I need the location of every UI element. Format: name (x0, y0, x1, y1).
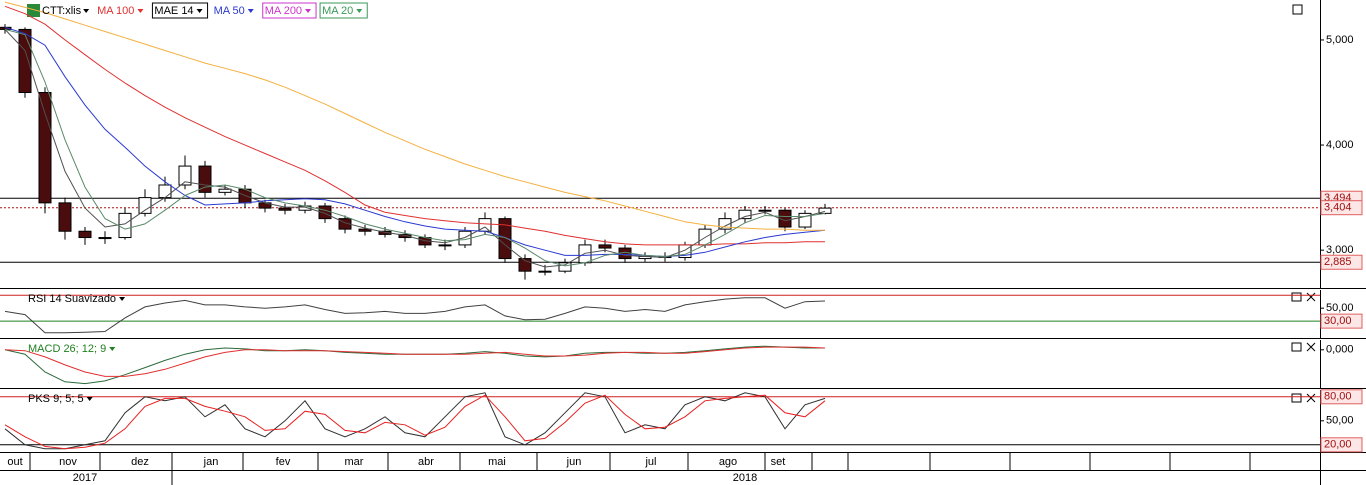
dropdown-arrow (137, 9, 144, 13)
panel-icons (1291, 292, 1316, 403)
maximize-icon[interactable] (1291, 342, 1302, 352)
candle-body (138, 197, 152, 214)
x-tick-label: out (7, 456, 22, 468)
x-tick-label: jun (566, 456, 582, 468)
x-tick-label: fev (276, 456, 291, 468)
x-tick-label: dez (131, 456, 149, 468)
indicator-line (4, 346, 826, 377)
indicator-title: RSI 14 Suavizado (28, 293, 116, 305)
candle-body (58, 202, 72, 232)
indicator-line (4, 28, 826, 267)
value-box-label: 80,00 (1324, 391, 1352, 403)
maximize-icon[interactable] (1292, 4, 1303, 15)
value-box-label: 30,00 (1324, 315, 1352, 327)
legend-entry[interactable]: MA 50 (214, 5, 245, 17)
year-label: 2017 (73, 472, 97, 484)
candle-body (18, 28, 32, 93)
candle-body (358, 228, 372, 232)
indicator-line (4, 26, 826, 258)
value-box (1320, 313, 1363, 329)
x-tick-label: set (771, 456, 786, 468)
dropdown-arrow (356, 9, 363, 13)
value-box-label: 2,885 (1324, 256, 1352, 268)
close-icon[interactable] (1306, 342, 1316, 352)
candle-body (118, 212, 132, 239)
indicator-line (4, 392, 826, 450)
symbol-label: CTT:xlis (42, 5, 82, 17)
value-box-label: 20,00 (1324, 439, 1352, 451)
maximize-icon[interactable] (1291, 393, 1302, 403)
eq-icon (27, 4, 40, 17)
legend-entry[interactable]: MA 20 (322, 5, 353, 17)
close-icon[interactable] (1306, 393, 1316, 403)
legend-box (151, 2, 209, 19)
candle-body (498, 218, 512, 260)
legend-entry[interactable]: MA 200 (265, 5, 302, 17)
dropdown-arrow (109, 347, 116, 351)
y-tick-label: 50,00 (1326, 302, 1354, 314)
legend-box (319, 2, 368, 19)
y-tick-label: 4,000 (1326, 139, 1354, 151)
candle-body (818, 207, 832, 214)
indicator-line (4, 297, 826, 334)
dropdown-arrow (196, 9, 203, 13)
candle-body (758, 209, 772, 212)
candle-body (98, 237, 112, 240)
candle-body (78, 230, 92, 239)
indicator-title: MACD 26; 12; 9 (28, 343, 106, 355)
year-label: 2018 (733, 472, 757, 484)
candle-body (278, 207, 292, 211)
x-tick-label: jan (203, 456, 219, 468)
value-box (1320, 437, 1363, 453)
x-tick-label: nov (59, 456, 77, 468)
dropdown-arrow (83, 9, 90, 13)
value-box (1320, 389, 1363, 405)
value-box (1320, 200, 1363, 216)
candle-body (438, 244, 452, 247)
candle-body (738, 209, 752, 220)
close-icon[interactable] (1306, 292, 1316, 302)
candle-body (178, 165, 192, 186)
y-tick-label: 50,00 (1326, 415, 1354, 427)
dropdown-arrow (86, 397, 93, 401)
legend-entry[interactable]: MA 100 (97, 5, 134, 17)
indicator-line (4, 29, 826, 268)
legend-entry[interactable]: MAE 14 (154, 5, 193, 17)
candle-body (398, 233, 412, 239)
legend-box (262, 2, 317, 19)
candle-body (38, 91, 52, 204)
y-tick-label: 0,000 (1326, 344, 1354, 356)
indicator-line (4, 5, 825, 246)
y-tick-label: 3,000 (1326, 244, 1354, 256)
x-tick-label: jul (644, 456, 656, 468)
dropdown-arrow (305, 9, 312, 13)
x-tick-label: abr (418, 456, 434, 468)
y-tick-label: 5,000 (1326, 34, 1354, 46)
value-box-label: 3,404 (1324, 202, 1352, 214)
x-tick-label: ago (719, 456, 737, 468)
candle-body (598, 244, 612, 249)
indicator-title: PKS 9; 5; 5 (28, 393, 84, 405)
maximize-icon[interactable] (1291, 292, 1302, 302)
candle-body (718, 218, 732, 230)
x-tick-label: mar (345, 456, 364, 468)
dropdown-arrow (119, 297, 126, 301)
candle-body (558, 262, 572, 272)
candle-body (218, 188, 232, 193)
candle-body (538, 270, 552, 273)
indicator-line (4, 394, 826, 450)
x-tick-label: mai (488, 456, 506, 468)
value-box (1320, 254, 1363, 270)
dropdown-arrow (247, 9, 254, 13)
indicator-line (4, 1, 825, 231)
candle-body (158, 184, 172, 199)
